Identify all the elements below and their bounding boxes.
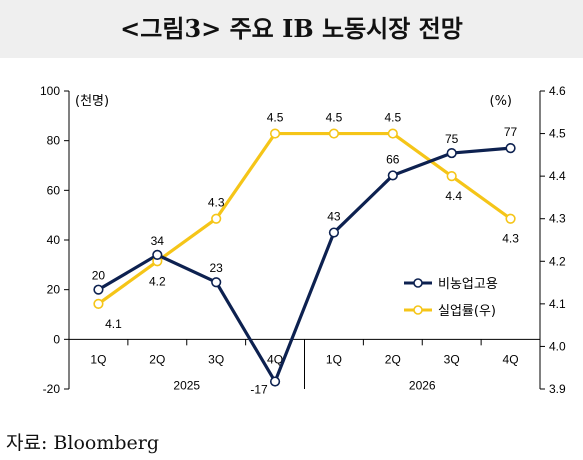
chart: -20 0 20 40 60 80 100 3.9 4.0 4.1 4.2 4.3 4.4 4.5 4.6 (… (40, 84, 566, 397)
y-right-tick-label: 4.0 (549, 339, 566, 353)
y-left-tick-label: 60 (47, 183, 61, 197)
chart-title: <그림3> 주요 IB 노동시장 전망 (120, 14, 463, 43)
x-tick-label: 3Q (208, 352, 224, 366)
y-left-tick-label: 100 (40, 84, 60, 98)
legend-unemployment-label: 실업률(우) (438, 304, 496, 319)
employment-point (387, 170, 398, 181)
y-left-tick-label: 20 (47, 283, 61, 297)
y-right-tick-label: 4.3 (549, 212, 566, 226)
unemployment-data-label: 4.1 (105, 317, 122, 331)
unemployment-point (269, 128, 281, 139)
x-tick-label: 1Q (90, 352, 106, 366)
employment-data-label: 75 (445, 132, 459, 146)
unemployment-data-label: 4.3 (502, 232, 519, 246)
employment-point (211, 277, 222, 288)
y-left-tick-label: -20 (43, 382, 61, 396)
y-left-tick-label: 80 (47, 134, 61, 148)
employment-point (446, 147, 457, 159)
employment-point (269, 376, 281, 387)
y-left-unit: (천명) (75, 94, 109, 109)
title-bar (0, 0, 583, 58)
employment-data-label: -17 (250, 383, 268, 397)
y-right-tick-label: 3.9 (549, 382, 566, 396)
y-right-tick-label: 4.6 (549, 84, 566, 98)
unemployment-point (328, 128, 340, 139)
unemployment-point (93, 298, 104, 309)
y-right-tick-label: 4.1 (549, 297, 566, 311)
unemployment-point (505, 213, 516, 224)
unemployment-data-label: 4.5 (384, 111, 401, 125)
year-label: 2026 (409, 378, 436, 392)
employment-data-label: 66 (386, 152, 400, 166)
legend-unemployment-marker (413, 305, 423, 315)
employment-point (505, 143, 516, 154)
source-note: 자료: Bloomberg (6, 432, 159, 454)
legend-employment-label: 비농업고용 (438, 277, 498, 292)
employment-data-label: 20 (92, 269, 106, 283)
unemployment-data-label: 4.2 (149, 274, 166, 288)
employment-line (97, 146, 511, 384)
employment-point (152, 249, 163, 260)
unemployment-line (97, 131, 512, 306)
x-tick-label: 3Q (444, 352, 460, 366)
y-right-tick-label: 4.5 (549, 127, 566, 141)
x-tick-label: 1Q (326, 352, 342, 366)
employment-data-label: 77 (504, 125, 518, 139)
unemployment-data-label: 4.5 (267, 111, 284, 125)
employment-data-label: 34 (151, 234, 165, 248)
y-left-tick-label: 40 (47, 233, 61, 247)
year-label: 2025 (173, 378, 200, 392)
unemployment-data-label: 4.5 (326, 111, 343, 125)
x-tick-label: 4Q (503, 352, 519, 366)
x-tick-label: 4Q (267, 352, 283, 366)
y-left-tick-label: 0 (53, 332, 60, 346)
x-tick-label: 2Q (385, 352, 401, 366)
employment-data-label: 43 (327, 210, 341, 224)
unemployment-data-label: 4.4 (445, 189, 462, 203)
legend-employment-marker (413, 278, 423, 288)
unemployment-point (387, 128, 398, 139)
employment-point (93, 284, 104, 295)
y-right-tick-label: 4.2 (549, 254, 566, 268)
unemployment-data-label: 4.3 (208, 196, 225, 210)
employment-point (328, 227, 340, 238)
unemployment-point (211, 213, 222, 224)
x-tick-label: 2Q (149, 352, 165, 366)
y-right-unit: (%) (490, 94, 513, 109)
unemployment-point (446, 171, 457, 182)
employment-data-label: 23 (210, 261, 224, 275)
y-right-tick-label: 4.4 (549, 169, 566, 183)
